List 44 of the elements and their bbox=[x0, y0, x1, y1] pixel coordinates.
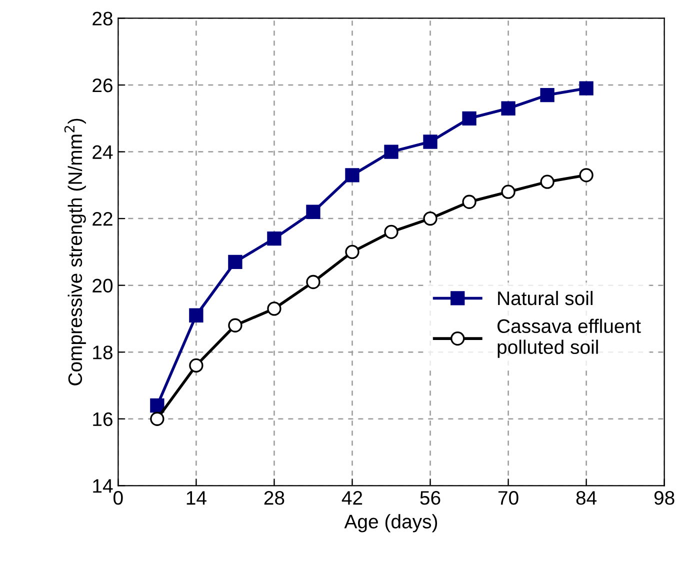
point bbox=[150, 412, 164, 426]
y-axis-title: Compressive strength (N/mm$^{2}$) bbox=[64, 118, 86, 386]
point bbox=[267, 302, 282, 316]
point bbox=[423, 211, 438, 226]
point bbox=[423, 134, 438, 149]
point bbox=[189, 358, 204, 373]
point bbox=[228, 254, 242, 270]
point bbox=[540, 88, 554, 102]
y-tick-label: 24 bbox=[92, 145, 113, 159]
x-tick-label: 98 bbox=[654, 491, 674, 505]
point bbox=[150, 398, 164, 413]
y-tick-label: 16 bbox=[93, 412, 112, 426]
y-tick-label: 18 bbox=[93, 346, 112, 360]
y-tick-label: 20 bbox=[92, 278, 113, 293]
y-tick-label: 26 bbox=[92, 78, 112, 92]
legend-label: Cassava effluent polluted soil bbox=[497, 318, 641, 358]
point bbox=[306, 204, 320, 219]
point bbox=[267, 232, 282, 246]
point bbox=[462, 194, 476, 209]
point bbox=[384, 144, 398, 159]
point bbox=[189, 308, 204, 322]
point bbox=[579, 168, 594, 182]
point bbox=[345, 168, 360, 182]
point bbox=[345, 244, 360, 260]
point bbox=[306, 274, 320, 290]
point bbox=[501, 101, 516, 116]
y-tick-label: 28 bbox=[92, 12, 112, 26]
y-tick-label: 14 bbox=[93, 479, 113, 493]
x-tick-label: 56 bbox=[420, 491, 440, 505]
point bbox=[462, 111, 476, 126]
x-tick-label: 14 bbox=[186, 491, 206, 505]
x-tick-label: 28 bbox=[264, 491, 284, 505]
point bbox=[228, 318, 242, 332]
point bbox=[501, 184, 516, 199]
x-axis-title: Age (days) bbox=[344, 514, 438, 532]
x-tick-label: 0 bbox=[114, 491, 123, 505]
legend-label: Natural soil bbox=[498, 290, 592, 306]
point bbox=[540, 174, 554, 189]
point bbox=[384, 224, 398, 239]
x-tick-label: 84 bbox=[576, 491, 597, 505]
y-tick-label: 22 bbox=[92, 212, 112, 226]
x-tick-label: 70 bbox=[498, 491, 518, 505]
point bbox=[579, 81, 594, 96]
x-tick-label: 42 bbox=[342, 491, 362, 505]
